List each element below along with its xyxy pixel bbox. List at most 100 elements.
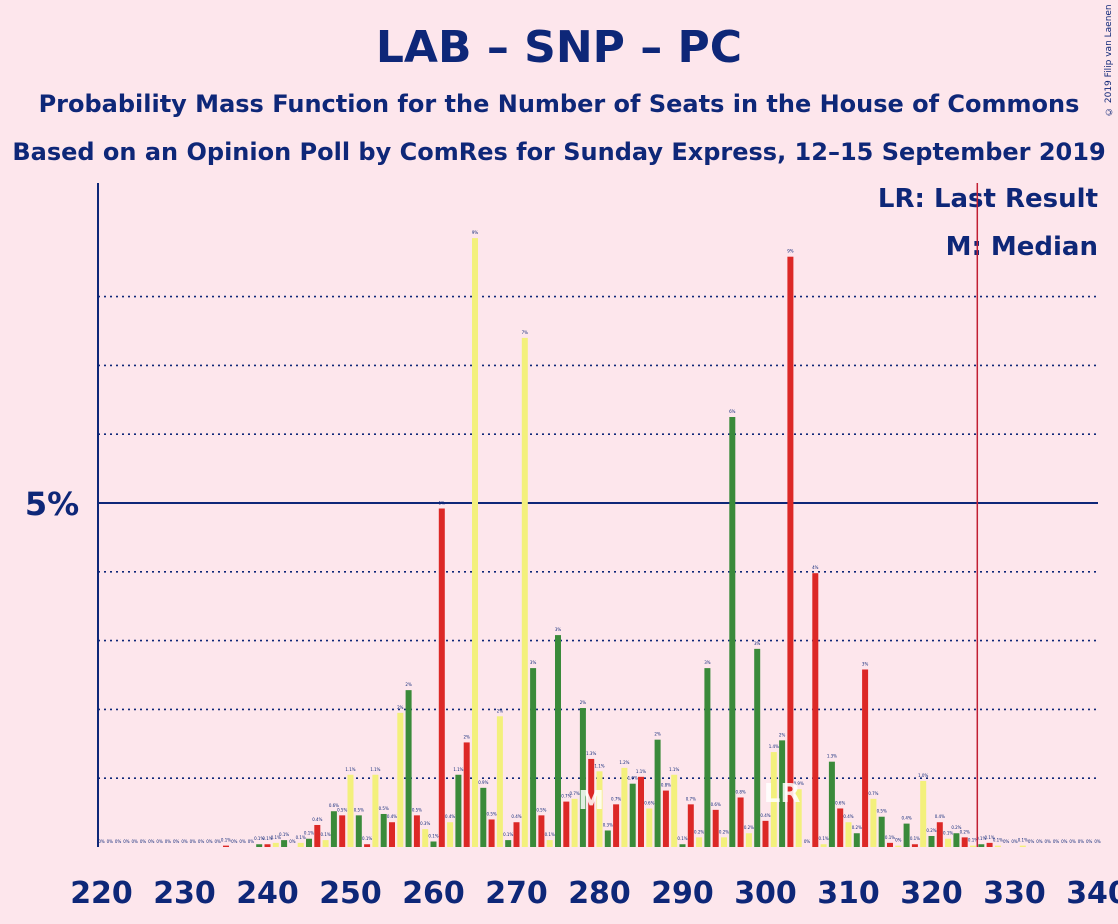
bar-value-label: 0.1%	[545, 832, 555, 837]
bar-value-label: 0.4%	[511, 814, 521, 819]
bar	[845, 822, 852, 847]
bar-value-label: 0%	[239, 839, 246, 844]
x-tick-label: 320	[900, 876, 963, 911]
bar	[853, 833, 860, 847]
bar-value-label: 9%	[787, 249, 794, 254]
bar	[629, 783, 636, 847]
bar-value-label: 0.4%	[312, 817, 322, 822]
bar-value-label: 3%	[754, 641, 761, 646]
bar	[986, 842, 993, 847]
bar-value-label: 0.8%	[661, 783, 671, 788]
bar	[745, 833, 752, 847]
bar-value-label: 0.9%	[478, 780, 488, 785]
bar-value-label: 0%	[123, 839, 130, 844]
bar	[355, 815, 362, 847]
bar	[679, 844, 686, 847]
bar	[438, 508, 445, 847]
x-tick-label: 250	[319, 876, 382, 911]
bar-value-label: 2%	[654, 732, 661, 737]
bar-value-label: 0%	[248, 839, 255, 844]
y-tick-label: 5%	[25, 485, 79, 523]
bar-value-label: 0.7%	[686, 796, 696, 801]
bar	[488, 819, 495, 847]
bar-value-label: 0%	[107, 839, 114, 844]
bar	[505, 840, 512, 847]
chart-subtitle-poll: Based on an Opinion Poll by ComRes for S…	[12, 138, 1106, 166]
bar	[463, 742, 470, 847]
bar	[272, 842, 279, 847]
bar-value-label: 0%	[173, 839, 180, 844]
bar	[878, 816, 885, 847]
bar-value-label: 0%	[190, 839, 197, 844]
bar	[455, 774, 462, 847]
bar-value-label: 0.5%	[337, 807, 347, 812]
bar-value-label: 0.1%	[221, 838, 231, 843]
bar	[704, 668, 711, 847]
bar-value-label: 0%	[1028, 839, 1035, 844]
bar-value-label: 0%	[1011, 839, 1018, 844]
bar	[496, 716, 503, 847]
bar	[521, 337, 528, 847]
bar-value-label: 0%	[1069, 839, 1076, 844]
bar	[314, 824, 321, 847]
bar	[422, 829, 429, 847]
bar-value-label: 0.5%	[354, 807, 364, 812]
bar-value-label: 0.5%	[877, 809, 887, 814]
bar-value-label: 0.1%	[254, 836, 264, 841]
bar-value-label: 3%	[862, 661, 869, 666]
bar-value-label: 0.7%	[868, 791, 878, 796]
bar	[588, 758, 595, 847]
bar	[281, 840, 288, 847]
bar-value-label: 0%	[140, 839, 147, 844]
bar	[364, 844, 371, 847]
legend-last-result: LR: Last Result	[877, 184, 1098, 214]
bar-value-label: 0%	[165, 839, 172, 844]
bar-value-label: 1.1%	[594, 763, 604, 768]
bar-value-label: 0.2%	[694, 829, 704, 834]
bar-value-label: 0.6%	[329, 803, 339, 808]
bar	[646, 808, 653, 847]
bar	[538, 815, 545, 847]
bar	[754, 648, 761, 847]
bar	[994, 845, 1001, 847]
bar-value-label: 1.1%	[636, 769, 646, 774]
bar-value-label: 0.4%	[843, 814, 853, 819]
bar	[770, 752, 777, 847]
bar	[729, 417, 736, 847]
bar	[555, 635, 561, 847]
bar	[264, 844, 271, 847]
last-result-marker: LR	[764, 779, 801, 809]
bar-value-label: 0.1%	[1018, 838, 1028, 843]
bar	[480, 787, 487, 847]
bar-value-label: 1.1%	[370, 767, 380, 772]
bar	[970, 845, 976, 847]
bar	[530, 668, 537, 847]
x-tick-label: 240	[236, 876, 299, 911]
bar	[696, 837, 703, 847]
bar	[372, 774, 379, 847]
bar	[322, 840, 329, 847]
bar	[579, 708, 586, 847]
bar-value-label: 0%	[132, 839, 139, 844]
bar-value-label: 0.7%	[561, 794, 571, 799]
bar	[936, 822, 943, 847]
bar-value-label: 2%	[497, 708, 504, 713]
bar-value-label: 0.7%	[570, 791, 580, 796]
bar-value-label: 0.4%	[445, 814, 455, 819]
bar-value-label: 2%	[580, 700, 587, 705]
bar-value-label: 0.2%	[852, 825, 862, 830]
bar	[862, 669, 869, 847]
bar	[223, 845, 229, 847]
bar-value-label: 0%	[231, 839, 238, 844]
bar-value-label: 7%	[522, 330, 529, 335]
bar	[563, 801, 570, 847]
bar-value-label: 0.1%	[279, 832, 289, 837]
bar	[413, 815, 420, 847]
bar-value-label: 2%	[779, 732, 786, 737]
bar-value-label: 0.1%	[296, 835, 306, 840]
bar-value-label: 0.1%	[321, 832, 331, 837]
x-tick-label: 220	[70, 876, 133, 911]
bar	[828, 761, 835, 847]
chart-subtitle: Probability Mass Function for the Number…	[38, 90, 1080, 118]
